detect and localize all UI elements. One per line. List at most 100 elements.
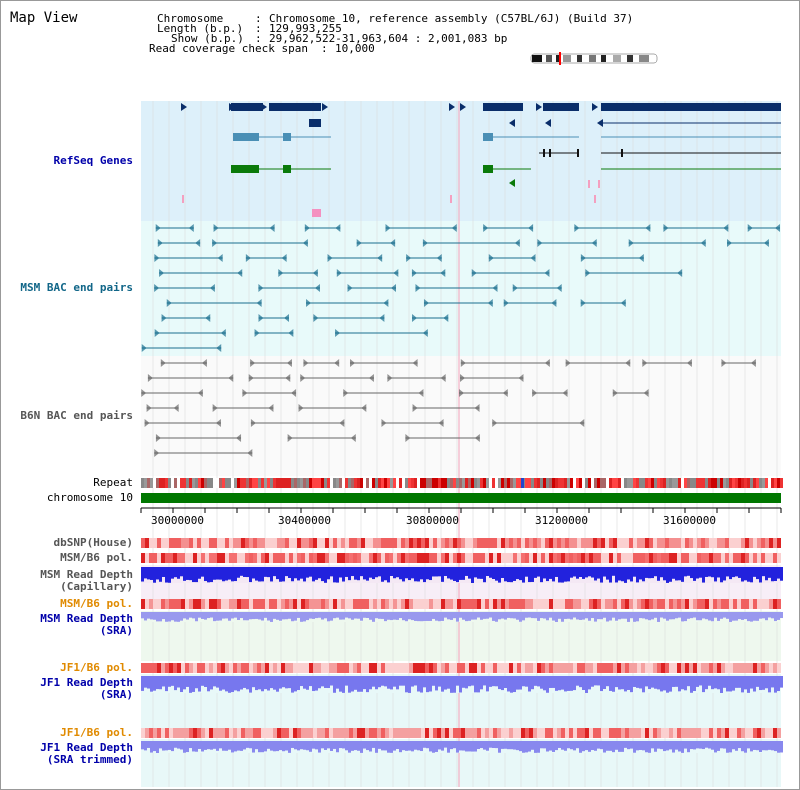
heat-cell [653, 538, 657, 548]
depth-bar [498, 741, 501, 753]
heat-cell [477, 663, 481, 673]
depth-bar [270, 741, 273, 751]
track-label-msm-depth-sra[interactable]: MSM Read Depth (SRA) [40, 613, 133, 637]
heat-cell [553, 728, 557, 738]
b6n-bac-pairs[interactable] [141, 359, 756, 457]
bac-end [201, 359, 207, 367]
depth-bar [333, 676, 336, 693]
repeat-segment [606, 478, 609, 488]
polymorphism-heat-tracks[interactable] [141, 538, 781, 738]
depth-bar [591, 567, 594, 578]
depth-bar [240, 567, 243, 576]
heat-cell [141, 538, 145, 548]
track-label-chromosome[interactable]: chromosome 10 [46, 491, 133, 504]
depth-bar [414, 676, 417, 686]
heat-cell [441, 663, 445, 673]
depth-bar [780, 612, 783, 619]
depth-bar [189, 741, 192, 749]
msm-bac-pairs[interactable] [141, 224, 780, 352]
heat-cell [605, 553, 609, 563]
depth-bar [381, 741, 384, 751]
depth-bar [342, 741, 345, 749]
depth-bar [402, 676, 405, 686]
heat-cell [693, 553, 697, 563]
track-label-msm-b6-pol-2[interactable]: MSM/B6 pol. [60, 597, 133, 610]
chromosome-bar[interactable] [141, 493, 781, 503]
depth-bar [663, 741, 666, 752]
bac-end [556, 284, 562, 292]
bac-end [487, 299, 493, 307]
track-label-repeat[interactable]: Repeat [93, 476, 133, 489]
depth-bar [399, 567, 402, 580]
repeat-segment [672, 478, 675, 488]
heat-cell [177, 599, 181, 609]
depth-bar [411, 567, 414, 579]
heat-cell [473, 538, 477, 548]
repeat-segment [372, 478, 375, 488]
repeat-segment [639, 478, 642, 488]
heat-cell [605, 663, 609, 673]
track-label-msm-b6-pol[interactable]: MSM/B6 pol. [60, 551, 133, 564]
repeat-segment [150, 478, 153, 488]
depth-bar [192, 567, 195, 583]
depth-bar [621, 741, 624, 752]
track-label-jf1-b6-pol[interactable]: JF1/B6 pol. [60, 661, 133, 674]
track-label-msm-depth-capillary[interactable]: MSM Read Depth (Capillary) [40, 569, 133, 593]
chromosome-ideogram[interactable] [530, 52, 658, 65]
depth-bar [738, 676, 741, 688]
track-label-jf1-b6-pol-2[interactable]: JF1/B6 pol. [60, 726, 133, 739]
depth-bar [729, 567, 732, 580]
depth-bar [204, 612, 207, 620]
depth-bar [690, 676, 693, 693]
track-label-jf1-depth-sra[interactable]: JF1 Read Depth (SRA) [40, 677, 133, 701]
heat-cell [429, 728, 433, 738]
coverage-value: 10,000 [335, 42, 375, 55]
heat-cell [733, 599, 737, 609]
heat-cell [361, 553, 365, 563]
heat-cell [737, 728, 741, 738]
depth-bar [342, 612, 345, 620]
heat-cell [225, 553, 229, 563]
read-depth-tracks[interactable] [141, 567, 783, 753]
heat-cell [525, 728, 529, 738]
repeat-segment [582, 478, 585, 488]
track-label-b6n-bac[interactable]: B6N BAC end pairs [20, 409, 133, 422]
heat-cell [689, 538, 693, 548]
heat-cell [513, 599, 517, 609]
bac-end [216, 344, 222, 352]
track-label-msm-bac[interactable]: MSM BAC end pairs [20, 281, 133, 294]
header-show-row: Show (b.p.):29,962,522-31,963,604 : 2,00… [171, 33, 507, 44]
heat-cell [417, 538, 421, 548]
depth-bar [537, 567, 540, 577]
repeat-track[interactable] [141, 478, 783, 488]
bac-end [422, 239, 428, 247]
depth-bar [162, 612, 165, 620]
depth-bar [618, 612, 621, 620]
depth-bar [636, 676, 639, 688]
heat-cell [477, 599, 481, 609]
track-label-jf1-depth-trimmed[interactable]: JF1 Read Depth (SRA trimmed) [40, 742, 133, 766]
gene-row1-exon [269, 103, 321, 111]
heat-cell [673, 728, 677, 738]
depth-bar [699, 741, 702, 749]
depth-bar [501, 612, 504, 619]
repeat-segment [297, 478, 300, 488]
track-label-refseq[interactable]: RefSeq Genes [53, 154, 133, 167]
refseq-genes[interactable] [181, 103, 781, 217]
heat-cell [533, 663, 537, 673]
depth-bar [420, 741, 423, 752]
heat-cell [505, 553, 509, 563]
heat-cell [417, 728, 421, 738]
repeat-segment [555, 478, 558, 488]
heat-cell [537, 599, 541, 609]
depth-bar [291, 741, 294, 748]
heat-cell [465, 538, 469, 548]
depth-bar [615, 612, 618, 621]
track-label-dbsnp[interactable]: dbSNP(House) [53, 536, 133, 549]
heat-cell [481, 599, 485, 609]
bac-end [620, 299, 626, 307]
depth-bar [738, 741, 741, 749]
bac-end [247, 449, 253, 457]
heat-cell [517, 538, 521, 548]
